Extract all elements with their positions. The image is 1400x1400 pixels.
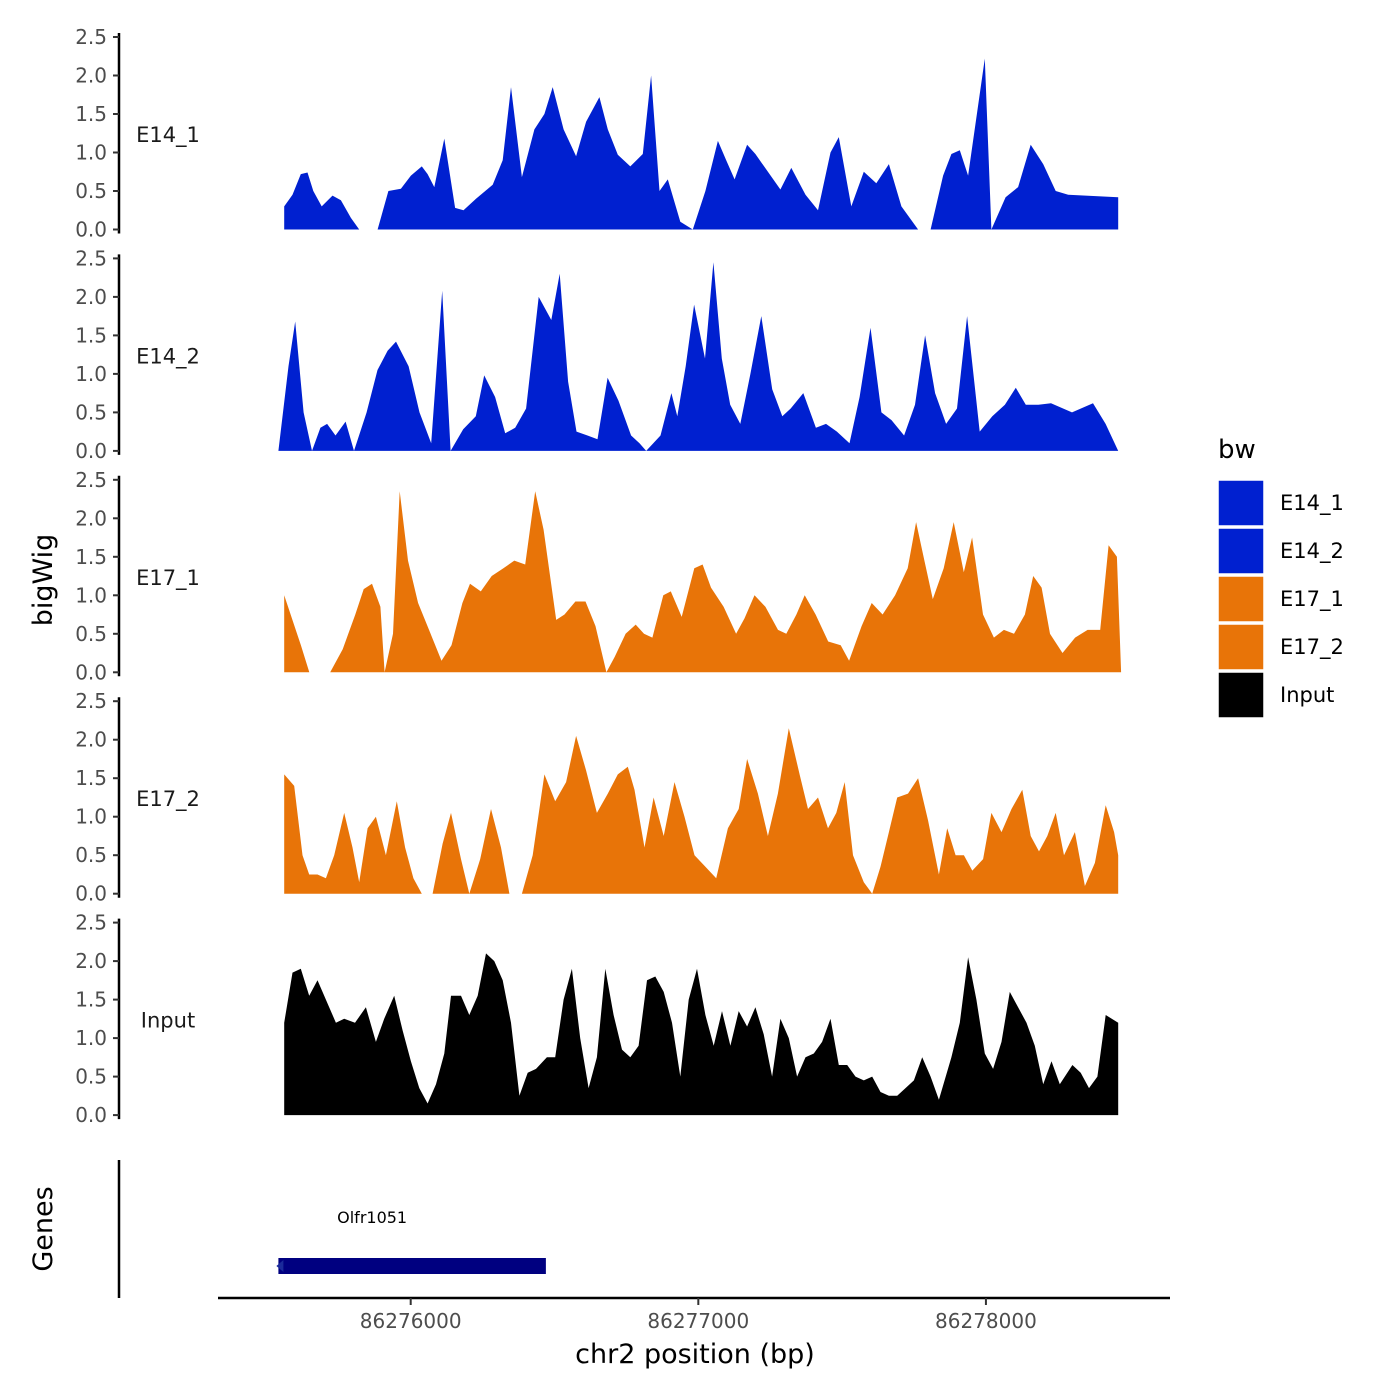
signal-area-Input bbox=[284, 953, 1119, 1116]
legend-title: bw bbox=[1218, 435, 1256, 465]
legend-swatch bbox=[1217, 671, 1265, 719]
legend-label: E17_1 bbox=[1280, 587, 1344, 612]
signal-area-E17_2 bbox=[284, 728, 1119, 894]
y-tick-label: 2.0 bbox=[75, 949, 107, 973]
y-tick-label: 1.5 bbox=[75, 323, 107, 347]
y-tick-label: 0.5 bbox=[75, 622, 107, 646]
y-tick-label: 0.0 bbox=[75, 660, 107, 684]
legend-label: Input bbox=[1280, 683, 1334, 707]
track-label: E14_1 bbox=[136, 123, 200, 148]
legend-swatch bbox=[1217, 575, 1265, 623]
y-tick-label: 2.0 bbox=[75, 64, 107, 88]
track-panel-Input: 0.0 0.5 1.0 1.5 2.0 2.5 Input bbox=[75, 911, 1119, 1127]
legend-label: E17_2 bbox=[1280, 635, 1344, 660]
legend-swatch bbox=[1217, 527, 1265, 575]
y-tick-label: 2.0 bbox=[75, 506, 107, 530]
x-axis-title: chr2 position (bp) bbox=[575, 1339, 815, 1370]
y-tick-label: 2.0 bbox=[75, 728, 107, 752]
track-panel-E14_1: 0.0 0.5 1.0 1.5 2.0 2.5 E14_1 bbox=[75, 25, 1119, 242]
legend-swatch bbox=[1217, 623, 1265, 671]
gene-body-Olfr1051 bbox=[278, 1258, 546, 1274]
y-tick-label: 1.5 bbox=[75, 766, 107, 790]
y-tick-label: 0.5 bbox=[75, 400, 107, 424]
y-tick-label: 2.5 bbox=[75, 468, 107, 492]
y-axis-title: bigWig bbox=[28, 534, 59, 627]
y-tick-label: 1.5 bbox=[75, 102, 107, 126]
y-tick-label: 0.5 bbox=[75, 843, 107, 867]
y-tick-label: 0.5 bbox=[75, 1065, 107, 1089]
y-tick-label: 2.5 bbox=[75, 25, 107, 49]
y-tick-label: 2.0 bbox=[75, 285, 107, 309]
y-tick-label: 1.0 bbox=[75, 1026, 107, 1050]
genes-track: Genes Olfr1051 bbox=[28, 1160, 546, 1298]
y-tick-label: 1.0 bbox=[75, 805, 107, 829]
y-tick-label: 0.0 bbox=[75, 1103, 107, 1127]
y-tick-label: 1.0 bbox=[75, 583, 107, 607]
x-axis: 86276000 86277000 86278000 bbox=[218, 1296, 1170, 1333]
y-tick-label: 1.5 bbox=[75, 988, 107, 1012]
legend-label: E14_2 bbox=[1280, 539, 1344, 564]
y-tick-label: 0.0 bbox=[75, 882, 107, 906]
legend-label: E14_1 bbox=[1280, 491, 1344, 516]
track-panels: 0.0 0.5 1.0 1.5 2.0 2.5 E14_1 0.0 0.5 1.0 1.5 2.0 2.… bbox=[75, 25, 1122, 1127]
y-tick-label: 2.5 bbox=[75, 246, 107, 270]
track-label: Input bbox=[141, 1009, 195, 1033]
gene-label-Olfr1051: Olfr1051 bbox=[337, 1208, 407, 1227]
track-panel-E17_1: 0.0 0.5 1.0 1.5 2.0 2.5 E17_1 bbox=[75, 468, 1122, 684]
y-tick-label: 0.0 bbox=[75, 218, 107, 242]
gene-strand-arrow bbox=[276, 1260, 284, 1272]
y-tick-label: 0.0 bbox=[75, 439, 107, 463]
track-panel-E14_2: 0.0 0.5 1.0 1.5 2.0 2.5 E14_2 bbox=[75, 246, 1119, 463]
genes-track-title: Genes bbox=[28, 1186, 59, 1271]
track-label: E14_2 bbox=[136, 344, 200, 369]
signal-area-E14_1 bbox=[284, 58, 1119, 230]
legend-swatch bbox=[1217, 479, 1265, 527]
y-tick-label: 1.0 bbox=[75, 141, 107, 165]
signal-area-E14_2 bbox=[278, 262, 1119, 451]
track-panel-E17_2: 0.0 0.5 1.0 1.5 2.0 2.5 E17_2 bbox=[75, 689, 1119, 906]
track-label: E17_1 bbox=[136, 566, 200, 591]
x-tick-label: 86276000 bbox=[360, 1309, 462, 1333]
signal-area-E17_1 bbox=[284, 491, 1122, 673]
y-tick-label: 0.5 bbox=[75, 179, 107, 203]
track-label: E17_2 bbox=[136, 787, 200, 812]
x-tick-label: 86277000 bbox=[647, 1309, 749, 1333]
legend: bw E14_1 E14_2 E17_1 E17_2 Input bbox=[1217, 435, 1344, 719]
y-tick-label: 1.0 bbox=[75, 362, 107, 386]
y-tick-label: 1.5 bbox=[75, 545, 107, 569]
y-tick-label: 2.5 bbox=[75, 689, 107, 713]
y-tick-label: 2.5 bbox=[75, 911, 107, 935]
x-tick-label: 86278000 bbox=[935, 1309, 1037, 1333]
